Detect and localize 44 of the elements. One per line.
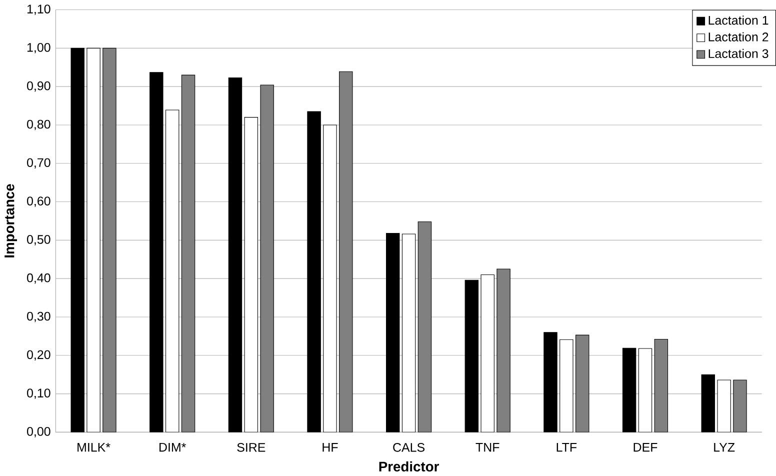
y-tick-label: 0,30: [27, 312, 50, 322]
x-tick-label: CALS: [393, 442, 425, 452]
y-tick-label: 1,10: [27, 4, 50, 15]
y-tick-label: 0,60: [27, 196, 50, 207]
y-tick-label: 0,20: [27, 350, 50, 360]
bar: [86, 48, 100, 432]
x-tick-label: LYZ: [714, 442, 735, 452]
bar: [733, 380, 747, 432]
legend-label: Lactation 3: [708, 48, 768, 58]
x-tick-label: DIM*: [160, 442, 186, 452]
y-tick-label: 0,40: [27, 273, 50, 284]
y-tick-label: 0,70: [27, 158, 50, 168]
bar: [323, 124, 337, 432]
y-tick-label: 0,80: [27, 120, 50, 130]
x-tick-label: LTF: [556, 442, 577, 452]
bar: [181, 74, 196, 432]
y-axis-title: Importance: [4, 184, 18, 258]
y-tick-label: 0,50: [27, 234, 50, 246]
x-axis-title: Predictor: [379, 461, 439, 472]
bar: [717, 380, 731, 432]
x-tick-label: MILK*: [78, 442, 110, 452]
y-tick-label: 1,00: [27, 42, 50, 54]
bar: [402, 234, 416, 432]
bar: [165, 110, 180, 432]
legend-label: Lactation 2: [708, 32, 768, 42]
y-tick-label: 0,10: [27, 388, 50, 399]
bar: [654, 338, 668, 432]
x-tick-label: TNF: [476, 442, 500, 452]
y-tick-label: 0,90: [27, 81, 50, 92]
bar: [102, 48, 116, 432]
bar: [638, 348, 652, 432]
bar: [244, 116, 258, 432]
bar: [480, 274, 494, 432]
x-tick-label: DEF: [634, 442, 658, 452]
bar: [560, 339, 574, 432]
legend-label: Lactation 1: [708, 16, 768, 25]
bar: [575, 334, 590, 432]
x-tick-label: HF: [322, 442, 338, 452]
bar: [260, 84, 274, 432]
bar: [339, 71, 353, 432]
y-tick-label: 0,00: [27, 426, 50, 438]
bar: [496, 268, 510, 432]
x-tick-label: SIRE: [237, 442, 266, 452]
bar: [418, 221, 432, 432]
